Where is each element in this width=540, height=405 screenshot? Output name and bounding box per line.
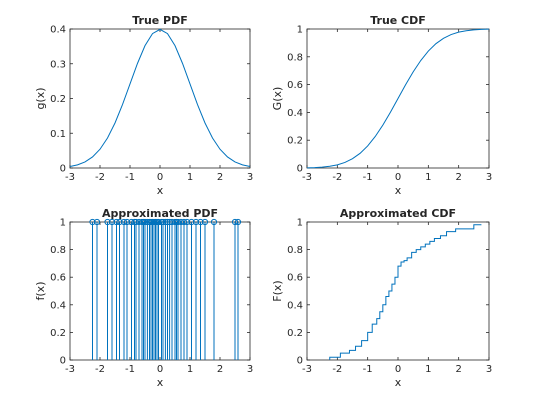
x-tick-label: 1 xyxy=(425,364,431,375)
y-tick-label: 0.6 xyxy=(287,80,303,91)
stem-marker xyxy=(234,218,242,226)
plot-title: Approximated PDF xyxy=(102,207,218,220)
x-tick-label: 3 xyxy=(247,364,253,375)
y-axis-label: G(x) xyxy=(271,87,284,111)
plot-title: True CDF xyxy=(370,14,426,27)
stem-marker xyxy=(123,218,131,226)
y-tick-label: 0.6 xyxy=(50,273,66,284)
axes-box xyxy=(306,221,490,361)
stem-marker xyxy=(104,218,111,226)
stem-marker xyxy=(210,218,218,226)
series-line xyxy=(329,224,482,360)
y-tick-label: 0 xyxy=(297,164,303,175)
x-tick-label: 2 xyxy=(217,364,223,375)
stem-marker xyxy=(108,218,116,226)
y-tick-label: 0.8 xyxy=(287,52,303,63)
y-tick-label: 0.8 xyxy=(287,245,303,256)
stem-marker xyxy=(89,218,96,226)
y-tick-label: 0 xyxy=(297,356,303,367)
plot-title: True PDF xyxy=(132,14,188,27)
x-tick-label: 2 xyxy=(217,172,223,183)
y-tick-label: 0.4 xyxy=(287,300,303,311)
plot-true-cdf: True CDF -3 -2 -1 0 1 2 3 0 0.2 0.4 0.6 0.8 1 x G(x) xyxy=(271,14,492,197)
x-tick-label: -3 xyxy=(302,364,312,375)
x-axis-label: x xyxy=(395,184,402,197)
stem-marker xyxy=(183,218,191,226)
x-tick-label: -1 xyxy=(125,172,135,183)
x-tick-label: 1 xyxy=(425,172,431,183)
plot-approx-pdf: Approximated PDF -3 -2 -1 0 1 2 3 0 0.2 0.4 0.6 0.8 1… xyxy=(34,207,253,389)
series-line xyxy=(69,28,251,167)
y-tick-label: 1 xyxy=(60,218,66,229)
x-tick-label: 1 xyxy=(187,172,193,183)
y-tick-label: 0.4 xyxy=(50,25,66,36)
series-line xyxy=(306,28,490,169)
x-tick-label: -3 xyxy=(65,364,75,375)
x-tick-label: 3 xyxy=(486,364,492,375)
x-tick-label: -1 xyxy=(363,364,373,375)
x-tick-label: 0 xyxy=(395,364,401,375)
x-tick-label: 0 xyxy=(157,172,163,183)
stem-marker xyxy=(116,218,123,226)
x-tick-label: -2 xyxy=(332,364,342,375)
x-tick-label: -2 xyxy=(332,172,342,183)
y-tick-label: 1 xyxy=(297,218,303,229)
y-tick-label: 0.4 xyxy=(287,108,303,119)
x-tick-label: 2 xyxy=(455,172,461,183)
stem-marker xyxy=(192,218,200,226)
y-tick-label: 0.2 xyxy=(287,328,303,339)
y-tick-label: 0 xyxy=(60,164,66,175)
x-tick-label: 2 xyxy=(455,364,461,375)
y-tick-label: 0.2 xyxy=(50,328,66,339)
plot-true-pdf: True PDF -3 -2 -1 0 1 2 3 0 0.1 0.2 0.3 0.4 x g(x) xyxy=(34,14,253,197)
stem-marker xyxy=(197,218,204,226)
axes-box xyxy=(69,28,251,169)
x-tick-label: -1 xyxy=(125,364,135,375)
y-tick-label: 0.2 xyxy=(287,136,303,147)
x-tick-label: 3 xyxy=(247,172,253,183)
y-tick-label: 0 xyxy=(60,356,66,367)
y-tick-label: 1 xyxy=(297,25,303,36)
x-axis-label: x xyxy=(157,376,164,389)
y-tick-label: 0.3 xyxy=(50,59,66,70)
plot-title: Approximated CDF xyxy=(340,207,456,220)
plot-approx-cdf: Approximated CDF -3 -2 -1 0 1 2 3 0 0.2 0.4 0.6 0.8 1… xyxy=(271,207,492,389)
y-tick-label: 0.4 xyxy=(50,300,66,311)
y-tick-label: 0.8 xyxy=(50,245,66,256)
x-tick-label: 1 xyxy=(187,364,193,375)
x-tick-label: -3 xyxy=(302,172,312,183)
x-tick-label: -2 xyxy=(95,364,105,375)
x-axis-label: x xyxy=(395,376,402,389)
x-tick-label: 0 xyxy=(395,172,401,183)
x-tick-label: 3 xyxy=(486,172,492,183)
x-tick-label: -2 xyxy=(95,172,105,183)
y-tick-label: 0.1 xyxy=(50,129,66,140)
x-tick-label: 0 xyxy=(157,364,163,375)
y-axis-label: F(x) xyxy=(271,280,284,301)
stem-marker xyxy=(188,218,195,226)
x-tick-label: -1 xyxy=(363,172,373,183)
y-axis-label: g(x) xyxy=(34,87,47,109)
stem-marker xyxy=(201,218,209,226)
x-axis-label: x xyxy=(157,184,164,197)
y-axis-label: f(x) xyxy=(34,282,47,301)
stem-marker xyxy=(93,218,101,226)
y-tick-label: 0.6 xyxy=(287,273,303,284)
x-tick-label: -3 xyxy=(65,172,75,183)
y-tick-label: 0.2 xyxy=(50,94,66,105)
